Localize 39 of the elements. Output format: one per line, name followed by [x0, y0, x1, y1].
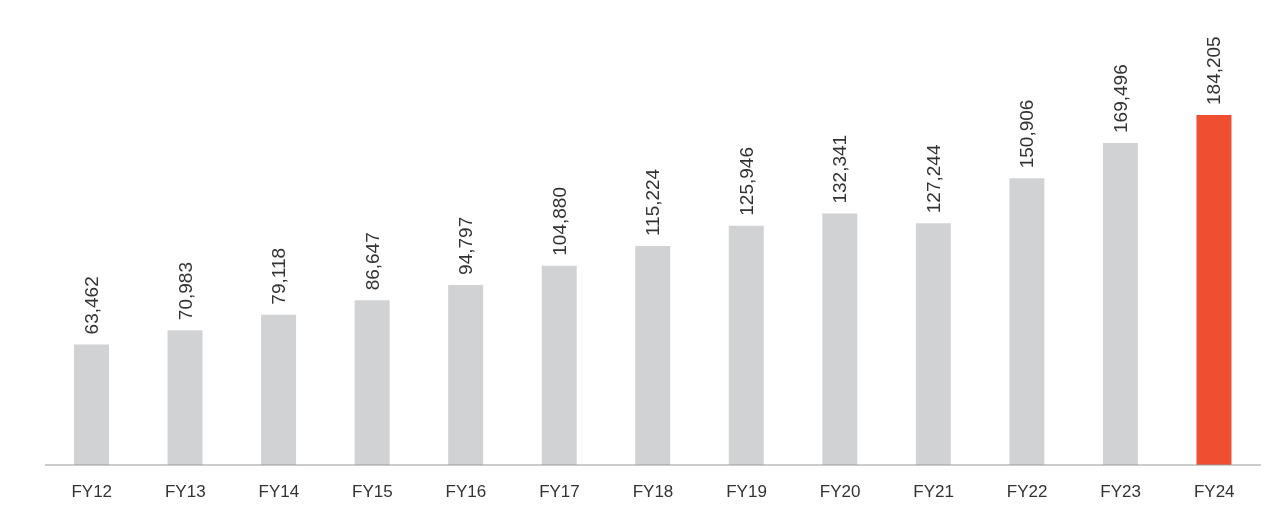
data-label: 184,205: [1203, 36, 1225, 105]
bar: [541, 265, 577, 465]
data-label: 125,946: [735, 147, 757, 216]
x-tick-label: FY15: [352, 482, 393, 502]
bar: [635, 246, 671, 465]
x-tick-label: FY19: [726, 482, 767, 502]
data-label: 79,118: [268, 247, 290, 305]
x-tick-label: FY13: [164, 482, 206, 502]
bar: [1102, 142, 1138, 465]
bar: [167, 330, 203, 465]
x-tick-label: FY16: [445, 482, 487, 502]
bar: [74, 344, 109, 465]
data-label: 86,647: [361, 232, 383, 291]
x-tick-label: FY23: [1100, 482, 1142, 502]
x-tick-label: FY14: [258, 482, 300, 502]
bar: [1196, 115, 1232, 465]
bar: [1009, 178, 1045, 465]
bar: [354, 300, 390, 465]
data-label: 115,224: [642, 168, 664, 237]
bar: [261, 314, 297, 465]
bar: [915, 223, 951, 465]
x-tick-label: FY12: [71, 482, 113, 502]
bar: [448, 284, 484, 465]
x-tick-label: FY20: [819, 482, 861, 502]
data-label: 169,496: [1109, 64, 1131, 133]
data-label: 132,341: [829, 134, 851, 204]
data-label: 150,906: [1016, 99, 1038, 169]
bar: [822, 213, 858, 465]
x-tick-label: FY22: [1006, 482, 1048, 502]
x-tick-label: FY17: [539, 482, 580, 502]
x-tick-label: FY18: [632, 482, 674, 502]
data-label: 127,244: [922, 144, 944, 214]
x-tick-label: FY24: [1193, 482, 1235, 502]
data-label: 104,880: [548, 187, 570, 256]
x-tick-label: FY21: [913, 482, 954, 502]
data-label: 70,983: [174, 262, 196, 321]
data-label: 94,797: [455, 216, 477, 275]
data-label: 63,462: [81, 276, 102, 335]
bar: [728, 225, 764, 465]
